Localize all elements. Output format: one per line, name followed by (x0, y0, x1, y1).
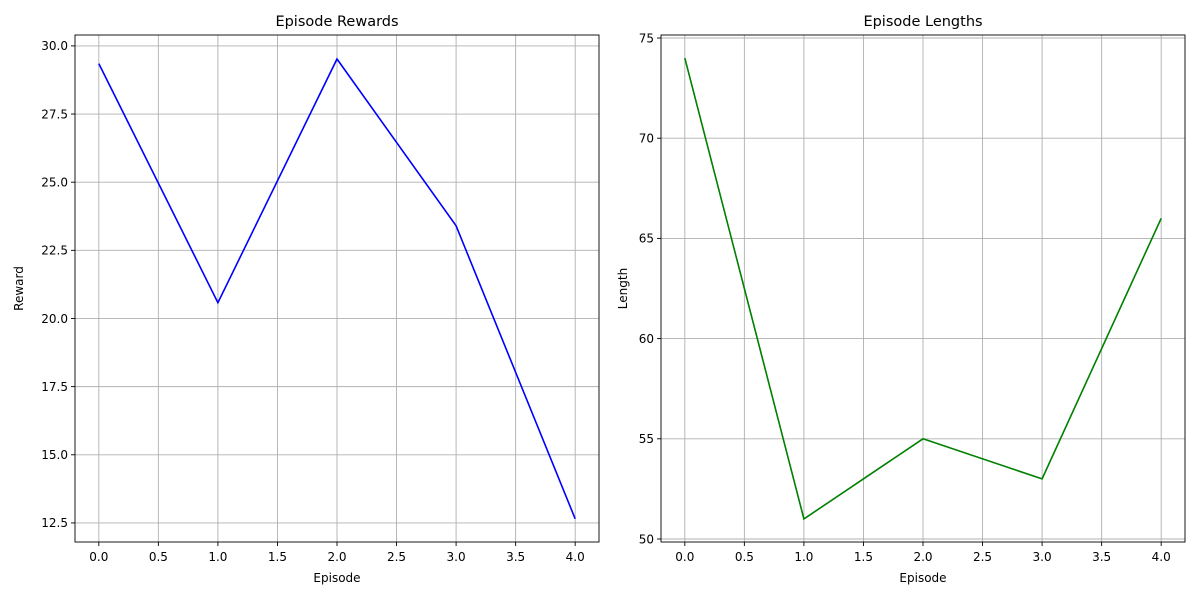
rewards-chart-title: Episode Rewards (275, 14, 398, 30)
lengths-x-tick-label: 4.0 (1152, 550, 1171, 564)
rewards-y-tick-label: 22.5 (41, 244, 68, 258)
lengths-y-tick-label: 65 (639, 232, 654, 246)
rewards-y-tick-label: 30.0 (41, 39, 68, 53)
lengths-x-axis-label: Episode (899, 571, 946, 585)
rewards-x-tick-label: 0.0 (89, 550, 108, 564)
lengths-x-tick-label: 3.0 (1033, 550, 1052, 564)
lengths-ticks: 0.0 0.5 1.0 1.5 2.0 2.5 3.0 3.5 4.0 50 55 60 65 70 75 (639, 31, 1171, 564)
rewards-grid (75, 35, 599, 542)
rewards-x-tick-label: 3.5 (506, 550, 525, 564)
rewards-x-tick-label: 4.0 (566, 550, 585, 564)
rewards-ticks: 0.0 0.5 1.0 1.5 2.0 2.5 3.0 3.5 4.0 12.5 15.0 17.5 2… (41, 39, 584, 564)
lengths-y-axis-label: Length (616, 268, 630, 309)
lengths-y-tick-label: 75 (639, 31, 654, 45)
rewards-y-tick-label: 12.5 (41, 516, 68, 530)
lengths-x-tick-label: 0.5 (735, 550, 754, 564)
lengths-x-tick-label: 3.5 (1092, 550, 1111, 564)
rewards-y-tick-label: 25.0 (41, 175, 68, 189)
rewards-x-tick-label: 0.5 (149, 550, 168, 564)
lengths-chart: 0.0 0.5 1.0 1.5 2.0 2.5 3.0 3.5 4.0505560657075 … (616, 14, 1186, 585)
rewards-chart: 0.0 0.5 1.0 1.5 2.0 2.5 3.0 3.5 4.0 12.5 15.0 17.5 2… (12, 14, 600, 585)
rewards-x-tick-label: 2.0 (327, 550, 346, 564)
lengths-grid (661, 35, 1185, 542)
lengths-y-tick-label: 50 (639, 532, 654, 546)
lengths-x-tick-label: 0.0 (675, 550, 694, 564)
rewards-y-tick-label: 15.0 (41, 448, 68, 462)
rewards-x-tick-label: 3.0 (447, 550, 466, 564)
rewards-y-axis-label: Reward (12, 266, 26, 311)
rewards-x-axis-label: Episode (313, 571, 360, 585)
rewards-series-line (98, 57, 576, 520)
lengths-series-line (684, 57, 1162, 521)
rewards-x-tick-label: 1.5 (268, 550, 287, 564)
lengths-x-tick-label: 2.0 (913, 550, 932, 564)
rewards-y-tick-label: 20.0 (41, 312, 68, 326)
rewards-y-tick-label: 17.5 (41, 380, 68, 394)
rewards-x-tick-label: 1.0 (208, 550, 227, 564)
lengths-x-tick-label: 1.5 (854, 550, 873, 564)
lengths-y-tick-label: 60 (639, 332, 654, 346)
lengths-y-tick-label: 55 (639, 432, 654, 446)
lengths-y-tick-label: 70 (639, 132, 654, 146)
lengths-chart-title: Episode Lengths (863, 14, 982, 30)
lengths-x-tick-label: 2.5 (973, 550, 992, 564)
rewards-x-tick-label: 2.5 (387, 550, 406, 564)
rewards-y-tick-label: 27.5 (41, 107, 68, 121)
lengths-x-tick-label: 1.0 (794, 550, 813, 564)
